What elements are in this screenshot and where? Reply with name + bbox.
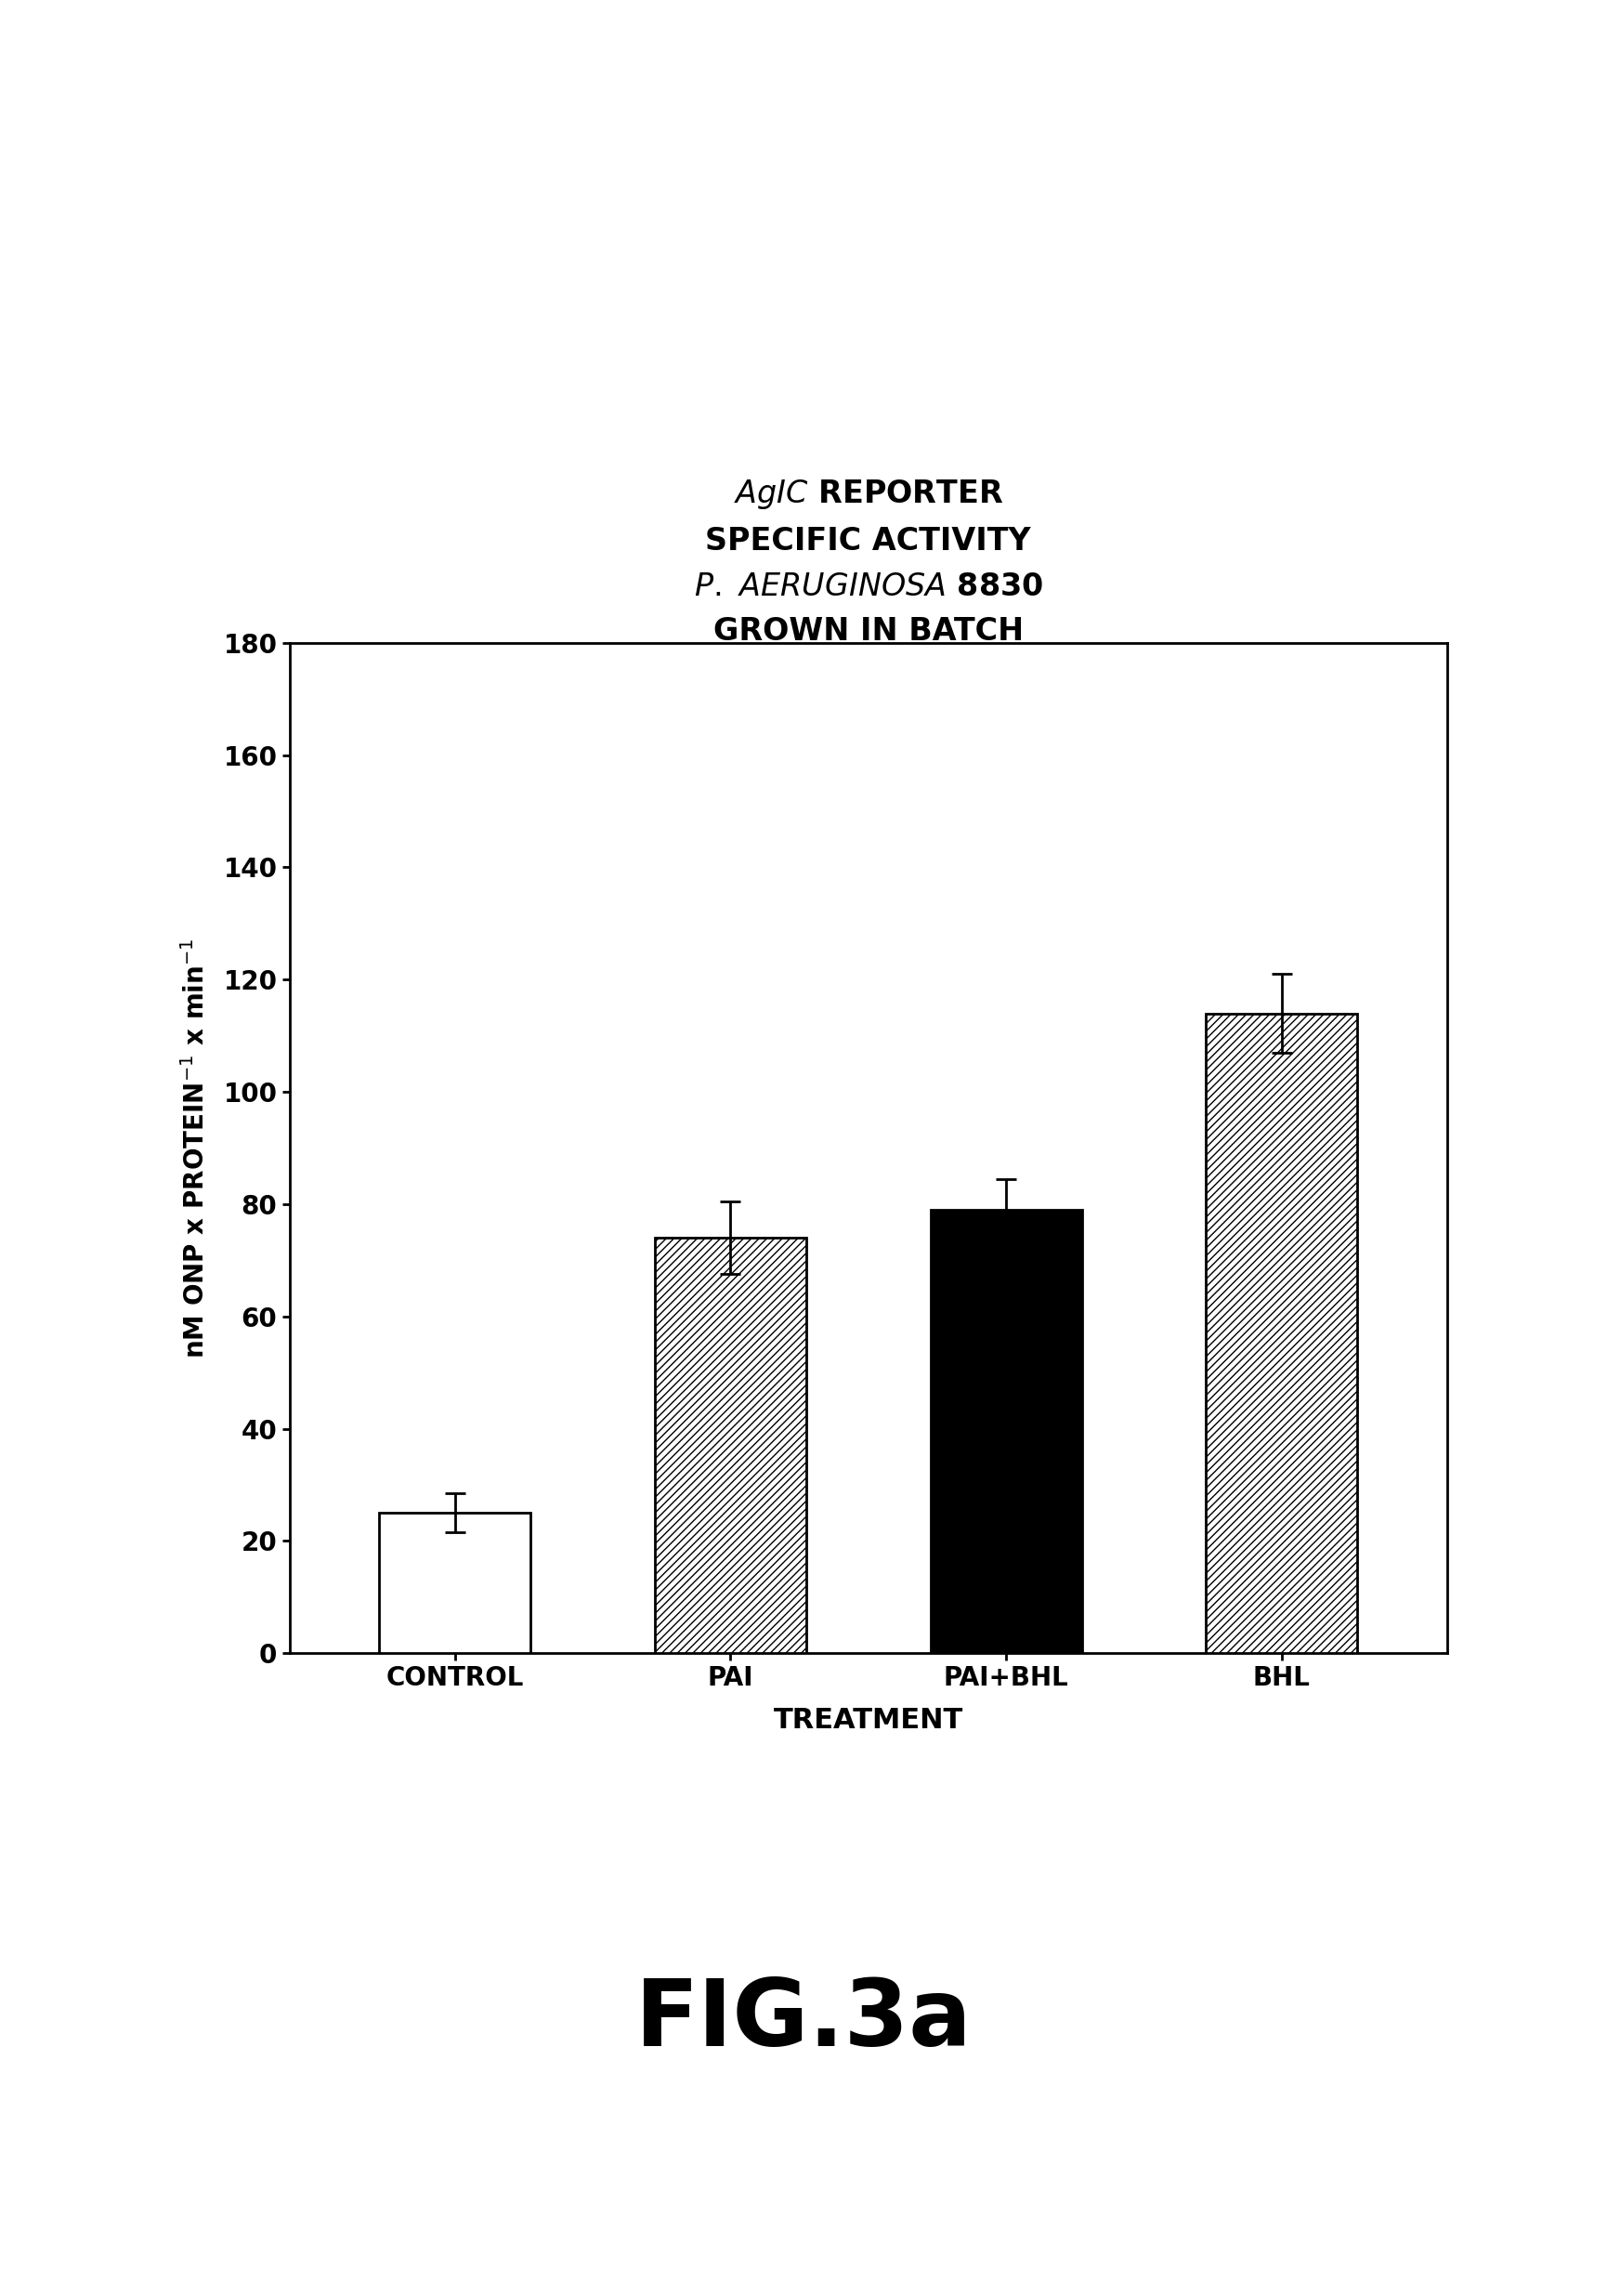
X-axis label: TREATMENT: TREATMENT (773, 1706, 963, 1733)
Bar (654, 1238, 805, 1653)
Text: FIG.3a: FIG.3a (635, 1975, 972, 2066)
Bar (1205, 1013, 1356, 1653)
Bar (379, 1513, 530, 1653)
Y-axis label: nM ONP x PROTEIN$^{-1}$ x min$^{-1}$: nM ONP x PROTEIN$^{-1}$ x min$^{-1}$ (183, 937, 211, 1359)
Bar (930, 1210, 1082, 1653)
Text: $\it{AgIC}$ REPORTER
SPECIFIC ACTIVITY
$\it{P.}$ $\it{AERUGINOSA}$ 8830
GROWN IN: $\it{AgIC}$ REPORTER SPECIFIC ACTIVITY $… (693, 478, 1043, 647)
